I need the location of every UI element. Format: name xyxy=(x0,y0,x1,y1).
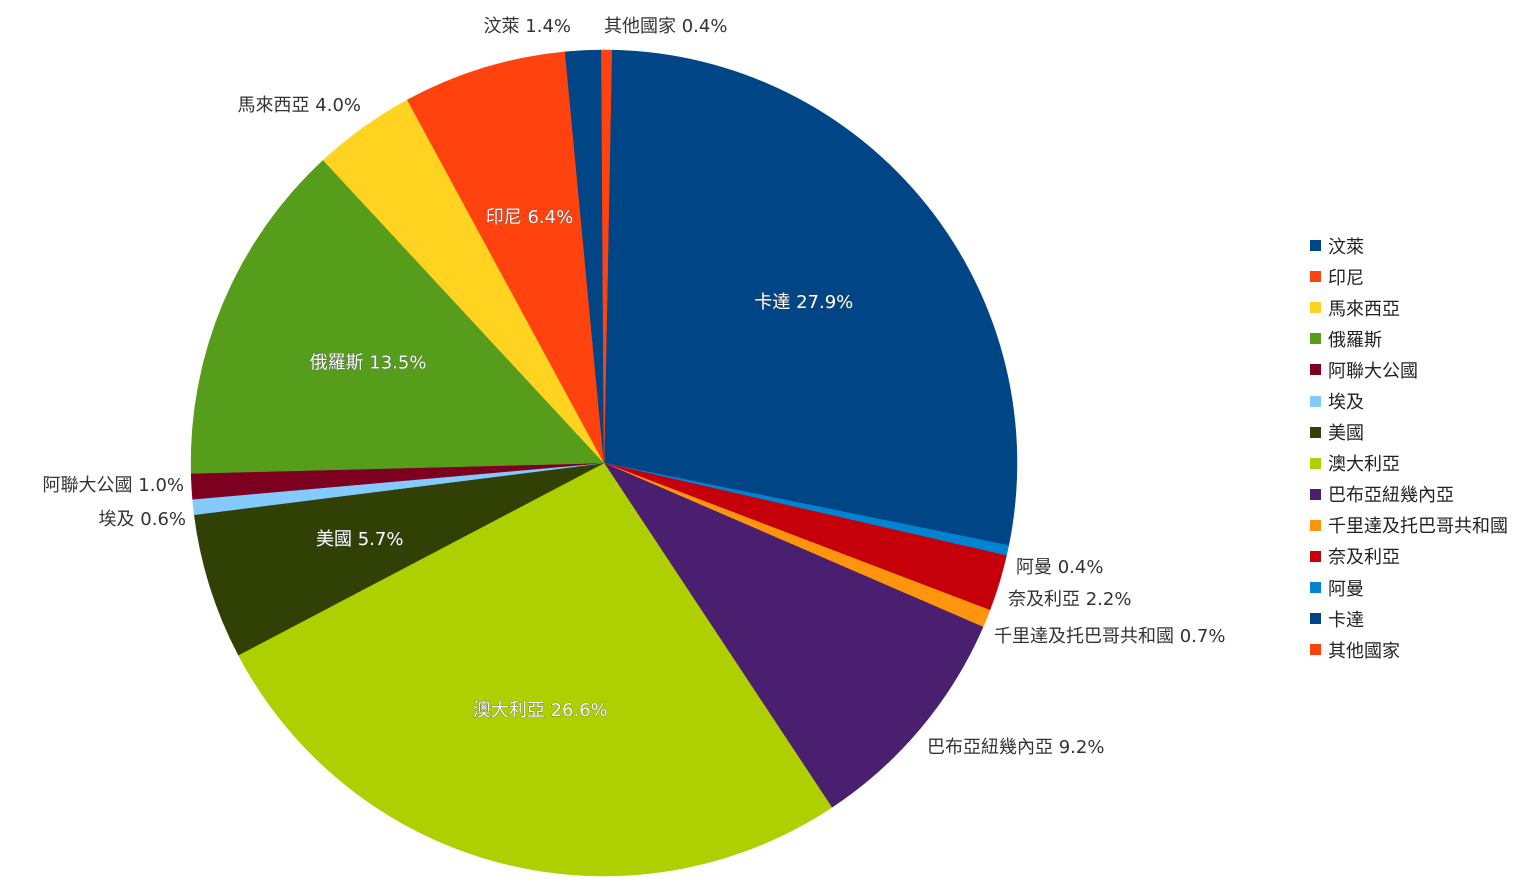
legend-swatch xyxy=(1310,395,1321,407)
legend-swatch xyxy=(1310,519,1321,531)
legend-swatch xyxy=(1310,333,1321,345)
legend-label: 阿曼 xyxy=(1328,578,1364,600)
legend-item-其他國家: 其他國家 xyxy=(1310,634,1508,665)
legend-swatch xyxy=(1310,364,1321,376)
data-label-馬來西亞: 馬來西亞 4.0% xyxy=(238,95,361,116)
data-label-美國: 美國 5.7% xyxy=(316,529,403,550)
slice-美國 xyxy=(193,462,605,656)
legend-label: 卡達 xyxy=(1328,609,1364,631)
data-label-阿聯大公國: 阿聯大公國 1.0% xyxy=(43,475,184,496)
pie-data-labels: 卡達 27.9% 阿曼 0.4% 奈及利亞 2.2% 千里達及托巴哥共和國 0.7% 巴… xyxy=(43,16,1226,758)
legend-label: 巴布亞紐幾內亞 xyxy=(1328,485,1454,507)
legend-item-馬來西亞: 馬來西亞 xyxy=(1310,292,1508,323)
data-label-汶萊: 汶萊 1.4% xyxy=(484,16,571,37)
data-label-千里達及托巴哥共和國: 千里達及托巴哥共和國 0.7% xyxy=(994,626,1225,647)
slice-其他國家 xyxy=(601,49,613,464)
legend-item-卡達: 卡達 xyxy=(1310,603,1508,634)
data-label-埃及: 埃及 0.6% xyxy=(99,509,186,530)
legend-swatch xyxy=(1310,488,1321,500)
pie-slices xyxy=(190,49,1018,877)
legend-label: 汶萊 xyxy=(1328,236,1364,258)
legend-swatch xyxy=(1310,582,1321,594)
legend-swatch xyxy=(1310,457,1321,469)
chart-legend: 汶萊印尼馬來西亞俄羅斯阿聯大公國埃及美國澳大利亞巴布亞紐幾內亞千里達及托巴哥共和… xyxy=(1310,230,1508,665)
slice-印尼 xyxy=(406,51,605,464)
data-label-巴布亞紐幾內亞: 巴布亞紐幾內亞 9.2% xyxy=(927,737,1104,758)
legend-swatch xyxy=(1310,550,1321,562)
data-label-其他國家: 其他國家 0.4% xyxy=(604,16,727,37)
legend-label: 印尼 xyxy=(1328,267,1364,289)
legend-label: 馬來西亞 xyxy=(1328,298,1400,320)
legend-swatch xyxy=(1310,426,1321,438)
legend-item-阿聯大公國: 阿聯大公國 xyxy=(1310,354,1508,385)
data-label-印尼: 印尼 6.4% xyxy=(486,207,573,228)
legend-swatch xyxy=(1310,644,1321,656)
legend-label: 澳大利亞 xyxy=(1328,454,1400,476)
data-label-澳大利亞: 澳大利亞 26.6% xyxy=(473,700,608,721)
legend-label: 其他國家 xyxy=(1328,640,1400,662)
legend-swatch xyxy=(1310,613,1321,625)
legend-item-埃及: 埃及 xyxy=(1310,385,1508,416)
legend-swatch xyxy=(1310,240,1321,252)
legend-label: 美國 xyxy=(1328,423,1364,445)
legend-label: 埃及 xyxy=(1328,392,1364,414)
legend-item-巴布亞紐幾內亞: 巴布亞紐幾內亞 xyxy=(1310,479,1508,510)
data-label-俄羅斯: 俄羅斯 13.5% xyxy=(310,353,427,374)
legend-item-美國: 美國 xyxy=(1310,417,1508,448)
slice-俄羅斯 xyxy=(190,159,605,474)
slice-巴布亞紐幾內亞 xyxy=(603,462,984,808)
legend-label: 奈及利亞 xyxy=(1328,547,1400,569)
legend-item-澳大利亞: 澳大利亞 xyxy=(1310,448,1508,479)
slice-卡達 xyxy=(603,49,1018,546)
legend-item-印尼: 印尼 xyxy=(1310,261,1508,292)
legend-swatch xyxy=(1310,302,1321,314)
legend-item-千里達及托巴哥共和國: 千里達及托巴哥共和國 xyxy=(1310,510,1508,541)
data-label-奈及利亞: 奈及利亞 2.2% xyxy=(1008,589,1131,610)
slice-澳大利亞 xyxy=(238,462,833,877)
legend-item-俄羅斯: 俄羅斯 xyxy=(1310,323,1508,354)
legend-swatch xyxy=(1310,271,1321,283)
legend-label: 俄羅斯 xyxy=(1328,329,1382,351)
legend-item-奈及利亞: 奈及利亞 xyxy=(1310,541,1508,572)
legend-label: 阿聯大公國 xyxy=(1328,360,1418,382)
data-label-卡達: 卡達 27.9% xyxy=(754,292,853,313)
legend-item-汶萊: 汶萊 xyxy=(1310,230,1508,261)
legend-label: 千里達及托巴哥共和國 xyxy=(1328,516,1508,538)
data-label-阿曼: 阿曼 0.4% xyxy=(1016,557,1103,578)
legend-item-阿曼: 阿曼 xyxy=(1310,572,1508,603)
